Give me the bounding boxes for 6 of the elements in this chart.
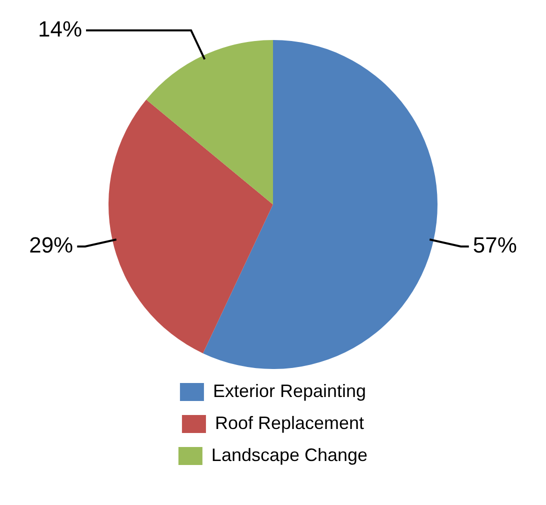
- legend-label: Landscape Change: [211, 444, 368, 465]
- legend-label: Roof Replacement: [214, 412, 364, 433]
- data-label: 57%: [472, 232, 517, 258]
- data-label: 29%: [29, 232, 74, 258]
- data-label: 14%: [38, 16, 82, 42]
- legend-label: Exterior Repainting: [212, 380, 366, 401]
